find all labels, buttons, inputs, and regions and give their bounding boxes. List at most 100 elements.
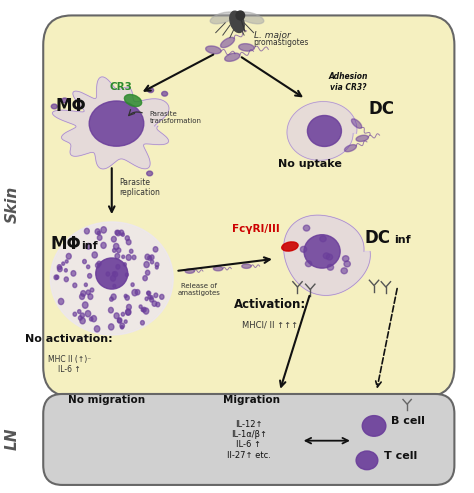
Ellipse shape xyxy=(97,235,102,240)
Ellipse shape xyxy=(91,316,97,322)
Ellipse shape xyxy=(126,310,130,315)
Ellipse shape xyxy=(58,298,64,305)
Ellipse shape xyxy=(120,323,125,328)
Ellipse shape xyxy=(85,311,91,317)
Ellipse shape xyxy=(90,288,94,292)
Text: Activation:: Activation: xyxy=(234,298,306,311)
Ellipse shape xyxy=(78,310,81,314)
Ellipse shape xyxy=(145,254,150,260)
Polygon shape xyxy=(345,144,356,152)
Polygon shape xyxy=(356,135,368,141)
Ellipse shape xyxy=(82,259,86,264)
Ellipse shape xyxy=(109,307,113,313)
Ellipse shape xyxy=(303,225,310,231)
Ellipse shape xyxy=(113,244,119,249)
Polygon shape xyxy=(185,269,194,273)
Ellipse shape xyxy=(101,243,106,248)
Ellipse shape xyxy=(116,265,120,269)
FancyBboxPatch shape xyxy=(43,394,455,485)
Ellipse shape xyxy=(126,254,131,260)
Ellipse shape xyxy=(97,231,100,235)
Ellipse shape xyxy=(135,289,140,295)
Ellipse shape xyxy=(343,256,349,262)
Ellipse shape xyxy=(162,91,168,96)
Ellipse shape xyxy=(230,11,244,33)
Text: B cell: B cell xyxy=(391,417,425,426)
Ellipse shape xyxy=(121,313,125,316)
Text: CR3: CR3 xyxy=(110,82,133,92)
Ellipse shape xyxy=(64,277,68,282)
Text: DC: DC xyxy=(368,100,394,118)
Ellipse shape xyxy=(131,283,134,286)
Ellipse shape xyxy=(66,253,71,259)
Ellipse shape xyxy=(92,252,97,258)
Ellipse shape xyxy=(323,253,329,259)
Text: Parasite
transformation: Parasite transformation xyxy=(150,111,201,124)
Ellipse shape xyxy=(144,308,149,314)
Ellipse shape xyxy=(84,228,89,234)
Ellipse shape xyxy=(90,317,93,321)
Ellipse shape xyxy=(160,294,164,299)
Ellipse shape xyxy=(73,312,77,316)
Ellipse shape xyxy=(86,244,91,249)
Ellipse shape xyxy=(154,293,158,298)
Polygon shape xyxy=(283,215,370,295)
Ellipse shape xyxy=(143,276,147,281)
Ellipse shape xyxy=(145,297,148,301)
Polygon shape xyxy=(206,46,221,54)
Ellipse shape xyxy=(80,317,85,324)
Ellipse shape xyxy=(320,236,326,242)
Ellipse shape xyxy=(144,262,149,268)
Ellipse shape xyxy=(123,263,127,266)
Ellipse shape xyxy=(301,246,307,252)
Text: inf: inf xyxy=(394,235,410,245)
Text: IL-12↑
IL-1α/β↑
IL-6 ↑
Il-27↑ etc.: IL-12↑ IL-1α/β↑ IL-6 ↑ Il-27↑ etc. xyxy=(227,420,271,460)
Text: inf: inf xyxy=(81,242,98,251)
Ellipse shape xyxy=(71,271,76,276)
Text: promastigotes: promastigotes xyxy=(254,38,309,47)
Ellipse shape xyxy=(125,273,128,277)
Ellipse shape xyxy=(89,101,144,146)
Ellipse shape xyxy=(356,451,378,470)
Ellipse shape xyxy=(124,294,127,298)
Text: MHC II (↑)⁻
IL-6 ↑: MHC II (↑)⁻ IL-6 ↑ xyxy=(47,354,91,374)
Ellipse shape xyxy=(84,283,87,286)
Ellipse shape xyxy=(126,309,131,315)
Ellipse shape xyxy=(62,262,64,265)
Ellipse shape xyxy=(82,302,88,308)
Text: Migration: Migration xyxy=(223,395,280,405)
Ellipse shape xyxy=(114,313,119,319)
Ellipse shape xyxy=(304,235,340,268)
Ellipse shape xyxy=(55,275,59,279)
Ellipse shape xyxy=(140,320,145,325)
Ellipse shape xyxy=(111,236,116,242)
Ellipse shape xyxy=(139,305,142,309)
Polygon shape xyxy=(239,44,254,51)
Ellipse shape xyxy=(57,265,62,270)
Polygon shape xyxy=(287,102,357,160)
Ellipse shape xyxy=(101,227,107,233)
Ellipse shape xyxy=(57,266,62,272)
Ellipse shape xyxy=(109,297,113,301)
Ellipse shape xyxy=(327,264,334,270)
Ellipse shape xyxy=(326,254,333,260)
Polygon shape xyxy=(220,37,235,48)
Ellipse shape xyxy=(127,240,131,245)
Ellipse shape xyxy=(112,248,116,252)
Text: FcγRI/III: FcγRI/III xyxy=(232,224,280,234)
Ellipse shape xyxy=(282,242,298,251)
Ellipse shape xyxy=(305,261,312,267)
Ellipse shape xyxy=(155,266,158,269)
Ellipse shape xyxy=(64,269,67,272)
Polygon shape xyxy=(242,264,251,268)
Text: No activation:: No activation: xyxy=(26,334,113,345)
Ellipse shape xyxy=(96,258,128,289)
Ellipse shape xyxy=(150,298,154,302)
Text: No uptake: No uptake xyxy=(278,159,342,169)
Ellipse shape xyxy=(125,236,129,241)
FancyBboxPatch shape xyxy=(43,15,455,396)
Ellipse shape xyxy=(73,283,77,287)
Ellipse shape xyxy=(341,268,347,274)
Ellipse shape xyxy=(132,289,137,296)
Ellipse shape xyxy=(65,260,68,263)
